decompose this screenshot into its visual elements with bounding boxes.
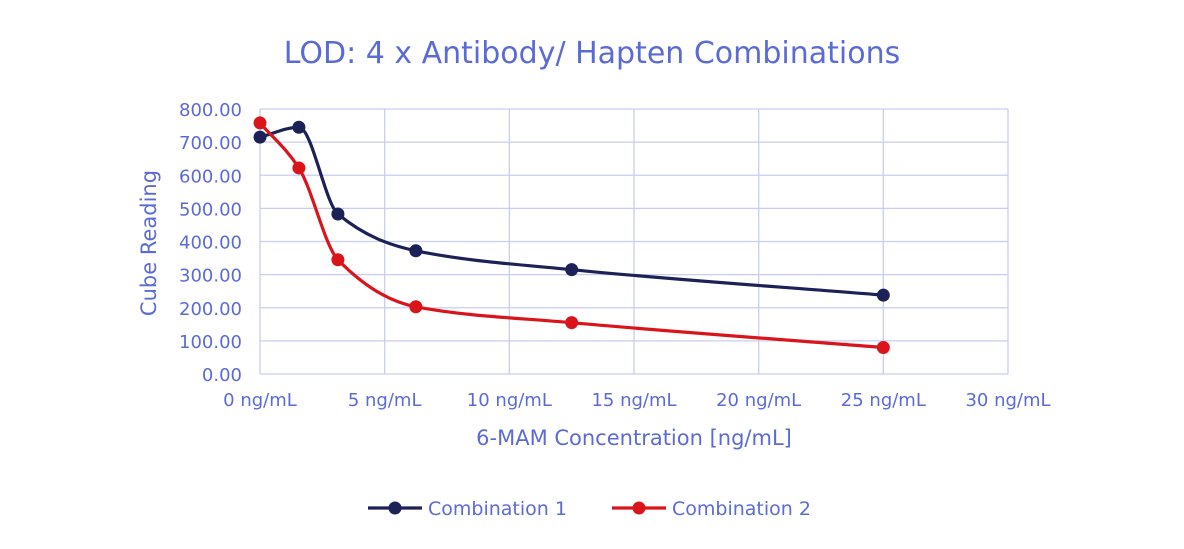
data-point <box>876 341 890 354</box>
data-point <box>331 207 345 221</box>
x-tick-label: 5 ng/mL <box>348 390 422 411</box>
x-tick-label: 0 ng/mL <box>223 390 297 411</box>
y-tick-label: 300.00 <box>179 266 242 287</box>
data-point <box>409 244 423 258</box>
x-tick-label: 15 ng/mL <box>591 390 676 411</box>
legend-marker <box>632 501 646 515</box>
x-axis-title: 6-MAM Concentration [ng/mL] <box>476 426 792 450</box>
data-point <box>331 253 345 267</box>
legend-item-1: Combination 1 <box>368 498 567 520</box>
x-tick-label: 20 ng/mL <box>716 390 801 411</box>
y-tick-label: 500.00 <box>179 199 242 220</box>
data-point <box>292 120 306 134</box>
series-layer <box>253 116 890 354</box>
y-tick-label: 100.00 <box>179 332 242 353</box>
y-tick-label: 800.00 <box>179 100 242 121</box>
data-point <box>409 300 423 314</box>
data-point <box>565 316 579 330</box>
series-line <box>258 121 885 350</box>
y-axis-ticks: 0.00 100.00 200.00 300.00 400.00 500.00 600.00… <box>179 100 242 386</box>
data-point <box>253 130 267 144</box>
chart-title: LOD: 4 x Antibody/ Hapten Combinations <box>284 36 901 71</box>
y-tick-label: 0.00 <box>202 365 242 386</box>
legend-label: Combination 2 <box>672 498 811 520</box>
legend-label: Combination 1 <box>428 498 567 520</box>
y-tick-label: 600.00 <box>179 166 242 187</box>
y-tick-label: 700.00 <box>179 133 242 154</box>
data-point <box>292 161 306 175</box>
y-tick-label: 400.00 <box>179 233 242 254</box>
x-tick-label: 25 ng/mL <box>841 390 926 411</box>
series-2 <box>253 116 890 354</box>
legend-marker <box>388 501 402 515</box>
legend: Combination 1 Combination 2 <box>368 498 811 520</box>
y-tick-label: 200.00 <box>179 299 242 320</box>
x-tick-label: 10 ng/mL <box>467 390 552 411</box>
x-axis-ticks: 0 ng/mL 5 ng/mL 10 ng/mL 15 ng/mL 20 ng/mL 25… <box>223 390 1050 411</box>
legend-item-2: Combination 2 <box>612 498 811 520</box>
data-point <box>876 288 890 302</box>
data-point <box>565 263 579 277</box>
data-point <box>253 116 267 130</box>
x-tick-label: 30 ng/mL <box>965 390 1050 411</box>
series-1 <box>253 120 890 302</box>
y-axis-title: Cube Reading <box>137 170 161 316</box>
grid <box>259 108 1009 375</box>
